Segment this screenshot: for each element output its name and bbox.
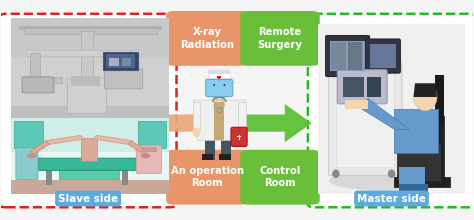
- Text: Master side: Master side: [357, 194, 426, 204]
- FancyBboxPatch shape: [240, 150, 319, 205]
- FancyBboxPatch shape: [308, 14, 474, 207]
- FancyBboxPatch shape: [0, 14, 176, 207]
- Text: Remote
Surgery: Remote Surgery: [257, 27, 302, 50]
- Text: An operation
Room: An operation Room: [171, 166, 244, 188]
- FancyBboxPatch shape: [166, 11, 248, 66]
- Polygon shape: [168, 104, 235, 142]
- FancyBboxPatch shape: [166, 150, 248, 205]
- Polygon shape: [241, 104, 312, 142]
- Text: Slave side: Slave side: [58, 194, 118, 204]
- Text: X-ray
Radiation: X-ray Radiation: [180, 27, 234, 50]
- FancyBboxPatch shape: [240, 11, 319, 66]
- Text: Control
Room: Control Room: [259, 166, 301, 188]
